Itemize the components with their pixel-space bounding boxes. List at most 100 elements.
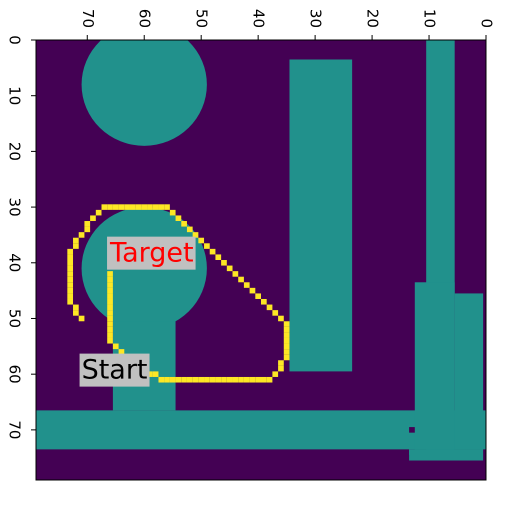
path-cell <box>266 304 273 311</box>
path-cell <box>198 237 205 244</box>
x-tick-label: 70 <box>79 9 97 28</box>
path-cell <box>107 293 113 299</box>
path-cell <box>164 376 170 383</box>
y-tick-label: 50 <box>6 309 24 328</box>
x-tick-label: 20 <box>364 9 382 28</box>
path-cell <box>141 204 148 210</box>
path-cell <box>67 248 74 255</box>
path-cell <box>255 376 261 383</box>
path-cell <box>272 371 279 377</box>
path-cell <box>78 232 85 238</box>
path-cell <box>107 321 113 327</box>
path-cell <box>238 276 244 283</box>
x-axis-ticks: 0 10 20 30 40 50 60 70 <box>79 9 496 40</box>
path-cell <box>181 376 187 383</box>
path-cell <box>73 310 79 316</box>
path-cell <box>95 209 102 216</box>
path-cell <box>67 282 74 288</box>
path-cell <box>278 365 284 372</box>
obstacles-layer <box>36 40 486 461</box>
y-tick-label: 40 <box>6 253 24 272</box>
obstacle-rect-2 <box>289 59 353 372</box>
path-cell <box>186 376 193 383</box>
path-cell <box>107 337 113 344</box>
y-tick-label: 30 <box>6 198 24 217</box>
path-cell <box>101 204 108 210</box>
path-cell <box>158 204 165 210</box>
path-cell <box>118 204 125 210</box>
path-cell <box>209 376 216 383</box>
annotation-start: Start <box>79 353 150 387</box>
path-layer <box>67 204 290 383</box>
obstacle-circle-1 <box>81 40 207 146</box>
y-axis-ticks: 0 10 20 30 40 50 60 70 <box>6 35 36 439</box>
path-cell <box>107 282 113 288</box>
path-cell <box>209 248 216 255</box>
path-cell <box>107 304 113 311</box>
path-cell <box>175 215 182 222</box>
x-tick-label: 0 <box>478 18 496 28</box>
x-tick-label: 50 <box>193 9 211 28</box>
path-cell <box>67 271 74 277</box>
path-cell <box>67 265 74 272</box>
path-cell <box>84 226 91 233</box>
path-cell <box>221 376 227 383</box>
path-cell <box>278 360 284 366</box>
path-cell <box>107 332 113 338</box>
path-cell <box>107 276 113 283</box>
path-cell <box>204 243 210 249</box>
path-cell <box>261 298 267 305</box>
path-cell <box>118 349 125 355</box>
path-cell <box>215 376 222 383</box>
free-cell <box>409 427 415 433</box>
path-cell <box>255 293 261 299</box>
path-cell <box>112 343 119 350</box>
y-tick-label: 60 <box>6 365 24 384</box>
path-cell <box>164 204 170 210</box>
annotation-layer: Start Target <box>79 236 196 387</box>
path-cell <box>84 221 91 227</box>
x-tick-label: 10 <box>421 9 439 28</box>
path-cell <box>90 215 96 222</box>
obstacle-rect-7 <box>414 282 455 450</box>
obstacle-rect-10 <box>409 449 484 461</box>
path-cell <box>158 376 165 383</box>
path-cell <box>73 304 79 311</box>
path-cell <box>169 376 176 383</box>
path-cell <box>107 315 113 322</box>
path-cell <box>215 254 222 260</box>
path-cell <box>147 204 153 210</box>
path-cell <box>221 260 227 266</box>
annotation-box <box>107 236 196 270</box>
path-cell <box>283 321 290 327</box>
path-cell <box>107 204 113 210</box>
path-cell <box>107 310 113 316</box>
path-cell <box>283 326 290 333</box>
path-cell <box>226 376 233 383</box>
annotation-target: Target <box>107 236 196 270</box>
path-cell <box>266 376 273 383</box>
path-cell <box>67 287 74 294</box>
path-cell <box>124 204 130 210</box>
path-cell <box>147 371 153 377</box>
path-cell <box>226 265 233 272</box>
path-cell <box>232 376 239 383</box>
annotation-box <box>79 353 150 387</box>
path-cell <box>232 271 239 277</box>
path-cell <box>278 315 284 322</box>
path-cell <box>283 337 290 344</box>
path-cell <box>186 226 193 233</box>
path-cell <box>78 315 85 322</box>
path-cell <box>181 221 187 227</box>
path-cell <box>204 376 210 383</box>
y-tick-label: 70 <box>6 420 24 439</box>
annotation-label: Target <box>109 238 194 269</box>
path-cell <box>107 298 113 305</box>
obstacle-rect-8 <box>454 293 484 450</box>
path-cell <box>67 254 74 260</box>
y-tick-label: 0 <box>6 35 24 45</box>
path-cell <box>129 204 136 210</box>
path-cell <box>192 232 199 238</box>
path-cell <box>135 204 142 210</box>
path-cell <box>175 376 182 383</box>
